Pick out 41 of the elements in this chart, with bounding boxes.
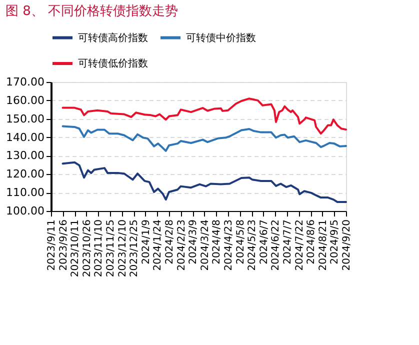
y-tick-label: 110.00: [6, 186, 44, 200]
x-tick-label: 2024/4/23: [224, 220, 234, 271]
x-tick-label: 2024/8/21: [318, 220, 329, 271]
x-tick-label: 2024/5/8: [235, 220, 246, 264]
x-tick-label: 2024/3/9: [188, 220, 200, 264]
x-tick-label: 2023/12/10: [117, 220, 128, 278]
x-tick-label: 2023/10/26: [82, 220, 93, 278]
x-tick-label: 2023/9/26: [58, 220, 70, 271]
legend-label: 可转债中价指数: [186, 32, 256, 44]
x-tick-label: 2023/12/25: [129, 220, 140, 278]
x-tick-label: 2024/8/6: [306, 220, 318, 264]
x-tick-label: 2024/7/7: [282, 220, 294, 264]
chart-title: 图 8、 不同价格转债指数走势: [6, 4, 178, 19]
y-tick-label: 140.00: [6, 130, 44, 144]
x-tick-label: 2024/2/23: [176, 220, 188, 271]
line-series: [62, 161, 347, 203]
x-tick-label: 2024/7/22: [294, 220, 306, 271]
y-tick-label: 130.00: [6, 149, 44, 162]
y-tick-label: 100.00: [6, 204, 44, 218]
line-series: [62, 125, 347, 152]
legend-label: 可转债高价指数: [78, 32, 148, 44]
y-tick-label: 120.00: [6, 168, 44, 181]
line-series: [62, 98, 347, 135]
x-tick-label: 2023/10/11: [70, 220, 82, 278]
x-tick-label: 2024/1/9: [140, 220, 152, 264]
y-tick-label: 160.00: [6, 94, 44, 107]
y-tick-label: 170.00: [6, 76, 44, 88]
legend-label: 可转债低价指数: [78, 58, 148, 70]
x-tick-label: 2024/4/8: [212, 220, 223, 264]
x-tick-label: 2023/11/10: [94, 220, 105, 278]
x-tick-label: 2024/9/5: [330, 220, 341, 264]
x-tick-label: 2024/5/23: [247, 220, 258, 271]
y-tick-label: 150.00: [6, 112, 44, 126]
x-tick-label: 2024/1/24: [152, 220, 164, 271]
x-tick-label: 2023/9/11: [46, 220, 58, 271]
x-tick-label: 2024/3/24: [200, 220, 211, 271]
x-tick-label: 2023/11/25: [106, 220, 116, 278]
x-tick-label: 2024/6/22: [270, 220, 282, 271]
x-tick-label: 2024/6/7: [258, 220, 270, 264]
x-tick-label: 2024/9/20: [342, 220, 352, 271]
x-tick-label: 2024/2/8: [164, 220, 176, 264]
